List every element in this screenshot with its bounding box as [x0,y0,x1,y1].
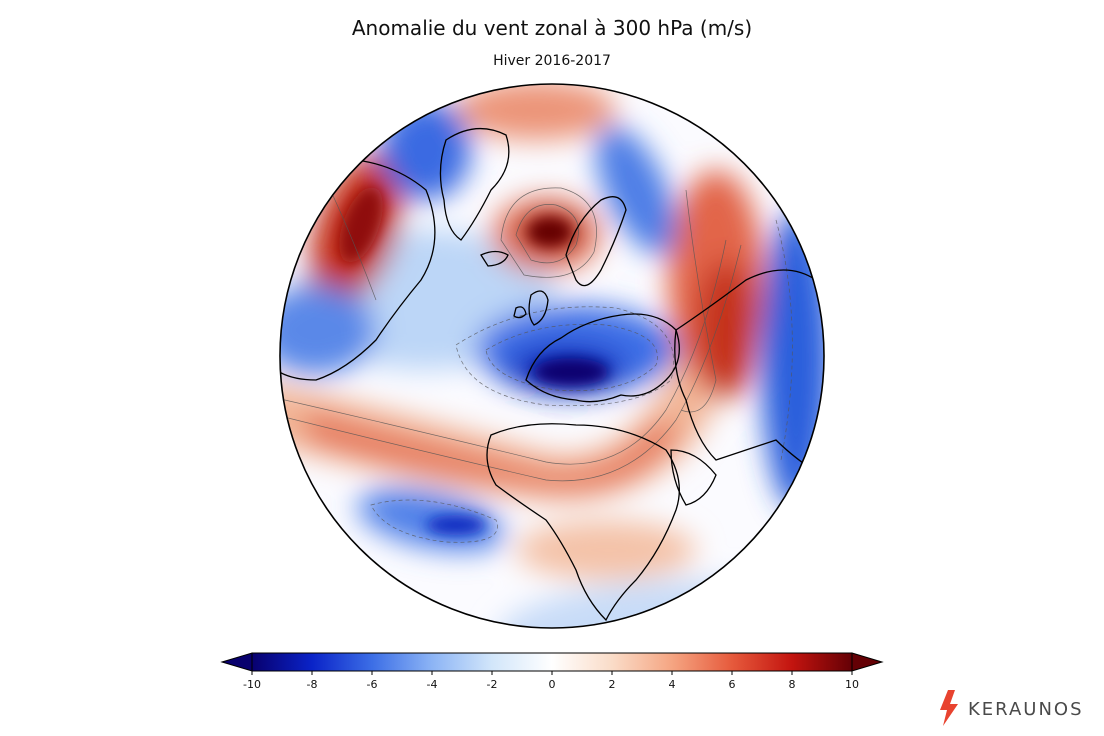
brand-name: KERAUNOS [968,699,1084,720]
colorbar-tick-label: 0 [549,678,556,691]
colorbar-tick-label: 6 [729,678,736,691]
colorbar-max-extension [851,652,884,672]
keraunos-logo-icon [940,690,958,726]
colorbar-tick-label: -10 [243,678,261,691]
colorbar-tick-label: -6 [367,678,378,691]
colorbar-tick-label: 8 [789,678,796,691]
map-title: Anomalie du vent zonal à 300 hPa (m/s) [351,16,753,40]
anomaly-field-detail [339,186,609,535]
map-subtitle: Hiver 2016-2017 [493,53,611,69]
colorbar-gradient [251,652,853,672]
colorbar-min-extension [220,652,253,672]
colorbar: -10 -8 -6 -4 -2 0 2 4 6 8 10 [220,652,884,691]
globe-map [279,83,825,629]
colorbar-tick-label: -2 [487,678,498,691]
colorbar-ticks: -10 -8 -6 -4 -2 0 2 4 6 8 10 [243,671,859,691]
colorbar-tick-label: 2 [609,678,616,691]
colorbar-tick-label: 4 [669,678,676,691]
globe-border [279,83,825,629]
contour-lines [280,159,793,543]
colorbar-tick-label: 10 [845,678,859,691]
colorbar-tick-label: -8 [307,678,318,691]
colorbar-tick-label: -4 [427,678,438,691]
